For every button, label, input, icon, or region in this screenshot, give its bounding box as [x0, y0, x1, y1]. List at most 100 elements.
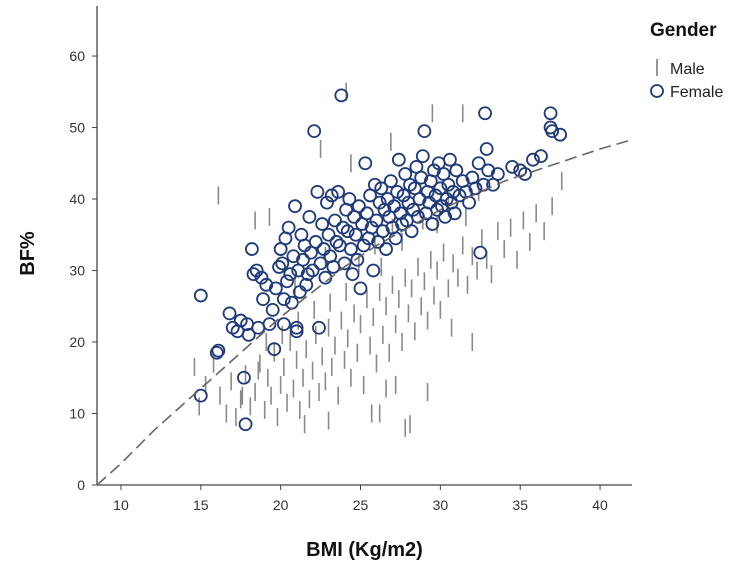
female-point — [352, 199, 366, 214]
female-point — [478, 106, 492, 121]
female-point — [553, 127, 568, 142]
y-axis-title: BF% — [17, 231, 39, 276]
female-point — [299, 277, 314, 292]
female-point — [427, 163, 441, 178]
female-point — [449, 163, 464, 178]
legend-title: Gender — [650, 20, 717, 41]
y-tick-label: 30 — [69, 263, 85, 279]
female-point — [383, 174, 398, 189]
female-point — [267, 342, 282, 357]
female-point — [396, 188, 411, 203]
female-point — [297, 238, 312, 253]
female-point — [415, 149, 430, 164]
female-point — [316, 242, 331, 256]
female-point — [438, 210, 453, 224]
female-point — [481, 163, 496, 178]
female-point — [211, 343, 226, 358]
female-point — [265, 302, 280, 317]
female-point — [366, 263, 381, 278]
female-point — [246, 267, 261, 281]
female-point — [305, 263, 320, 278]
female-point — [345, 267, 360, 281]
female-point — [350, 252, 365, 267]
female-point — [505, 159, 520, 174]
female-point — [326, 260, 341, 274]
x-tick-label: 40 — [592, 497, 608, 513]
female-point — [479, 142, 494, 156]
female-point — [308, 235, 323, 249]
x-tick-label: 15 — [193, 497, 209, 513]
x-tick-label: 10 — [113, 497, 129, 513]
female-point — [259, 277, 274, 292]
female-point — [312, 320, 326, 335]
legend: Gender Male Female — [650, 20, 723, 101]
female-point — [280, 274, 294, 289]
y-tick-label: 40 — [69, 191, 85, 207]
female-point — [391, 152, 406, 167]
x-tick-label: 30 — [433, 497, 449, 513]
female-point — [468, 181, 483, 196]
female-point — [356, 238, 371, 253]
x-tick-label: 20 — [273, 497, 289, 513]
female-point — [320, 195, 334, 210]
y-tick-label: 20 — [69, 334, 85, 350]
female-point — [337, 256, 352, 271]
x-tick-label: 35 — [512, 497, 528, 513]
female-point — [296, 252, 310, 267]
female-point — [374, 181, 389, 196]
y-tick-label: 0 — [77, 477, 85, 493]
y-tick-label: 60 — [69, 48, 85, 64]
female-point — [254, 270, 269, 285]
female-point — [193, 288, 208, 303]
female-point — [245, 242, 259, 256]
female-point — [372, 195, 387, 210]
female-point — [545, 124, 560, 139]
female-point — [332, 238, 347, 253]
female-point — [331, 184, 346, 199]
female-point — [256, 292, 270, 307]
axes — [96, 6, 632, 486]
female-point — [534, 149, 548, 164]
female-point — [241, 327, 256, 342]
female-point — [526, 152, 540, 167]
female-point — [471, 156, 486, 171]
female-point — [272, 260, 286, 274]
female-point — [447, 206, 462, 221]
female-point — [328, 213, 342, 228]
female-point — [425, 217, 440, 231]
female-point — [369, 213, 384, 228]
female-point — [490, 167, 505, 181]
female-series — [193, 88, 568, 432]
female-point — [193, 388, 208, 403]
female-point — [340, 224, 355, 239]
female-point — [281, 220, 296, 235]
female-point — [262, 317, 277, 332]
female-point — [443, 152, 457, 167]
female-point — [315, 217, 330, 231]
female-point — [433, 181, 448, 196]
female-point — [321, 227, 336, 242]
female-point — [353, 281, 368, 296]
female-point — [276, 317, 291, 332]
female-point — [348, 227, 363, 242]
female-point — [388, 231, 403, 246]
female-point — [417, 124, 432, 139]
female-point — [251, 320, 266, 335]
female-point — [404, 224, 419, 239]
legend-male-label: Male — [670, 61, 705, 78]
female-point — [358, 156, 373, 171]
female-point — [379, 242, 393, 256]
female-point — [268, 281, 283, 296]
female-point — [222, 306, 237, 321]
female-point — [313, 256, 328, 271]
female-point — [238, 417, 253, 432]
female-point — [406, 202, 421, 217]
female-point — [289, 324, 304, 339]
female-point — [543, 106, 558, 121]
x-ticks: 10 15 20 25 30 35 40 — [113, 485, 608, 513]
fit-curve — [96, 138, 633, 486]
female-point — [288, 199, 302, 214]
legend-female-label: Female — [670, 84, 723, 101]
female-point — [412, 192, 427, 206]
